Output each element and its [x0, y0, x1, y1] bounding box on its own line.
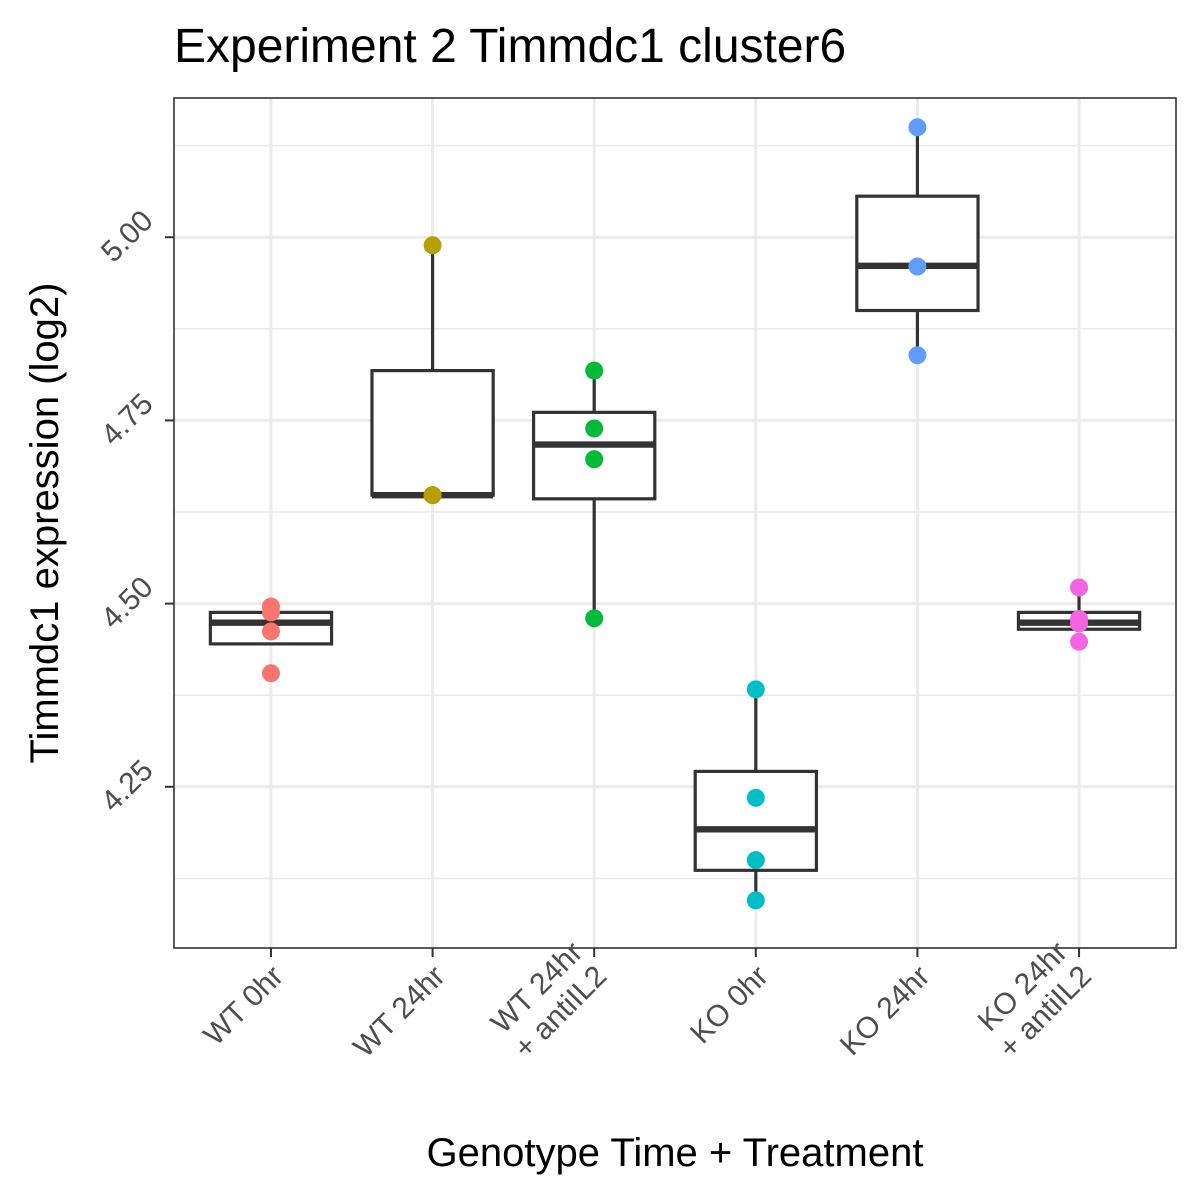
x-axis-title: Genotype Time + Treatment [427, 1131, 924, 1175]
x-tick-label-line: WT 0hr [197, 960, 289, 1052]
x-tick-label-line: KO 0hr [684, 960, 775, 1051]
x-tick-label: WT 0hr [197, 960, 289, 1052]
panel-border [173, 97, 1177, 949]
data-point [908, 257, 927, 276]
box [370, 368, 495, 497]
y-tick-label: 4.75 [95, 387, 160, 452]
data-point [585, 361, 604, 380]
data-point [1070, 609, 1089, 628]
x-tick-label: KO 24hr [834, 960, 936, 1062]
data-point [746, 851, 765, 870]
y-tick-label: 4.50 [95, 571, 160, 636]
data-point [423, 486, 442, 505]
box-layer [208, 127, 1142, 901]
data-point [585, 450, 604, 469]
point-layer [261, 118, 1089, 910]
data-point [908, 346, 927, 365]
y-axis-title: Timmdc1 expression (log2) [23, 283, 67, 764]
data-point [746, 891, 765, 910]
chart-title: Experiment 2 Timmdc1 cluster6 [174, 20, 846, 73]
data-point [423, 236, 442, 255]
y-tick-label: 4.25 [95, 754, 160, 819]
data-point [261, 597, 280, 616]
x-tick-label: KO 0hr [684, 960, 775, 1051]
box [855, 194, 980, 313]
data-point [1070, 632, 1089, 651]
x-tick-label-line: KO 24hr [834, 960, 936, 1062]
data-point [746, 788, 765, 807]
y-tick-label: 5.00 [95, 204, 160, 269]
data-point [746, 680, 765, 699]
data-point [585, 419, 604, 438]
data-point [261, 622, 280, 641]
x-tick-label-line: WT 24hr [347, 960, 451, 1064]
data-point [1070, 578, 1089, 597]
grid-lines [174, 98, 1176, 948]
data-point [261, 664, 280, 683]
data-point [585, 609, 604, 628]
x-tick-label: WT 24hr [347, 960, 451, 1064]
data-point [908, 118, 927, 137]
